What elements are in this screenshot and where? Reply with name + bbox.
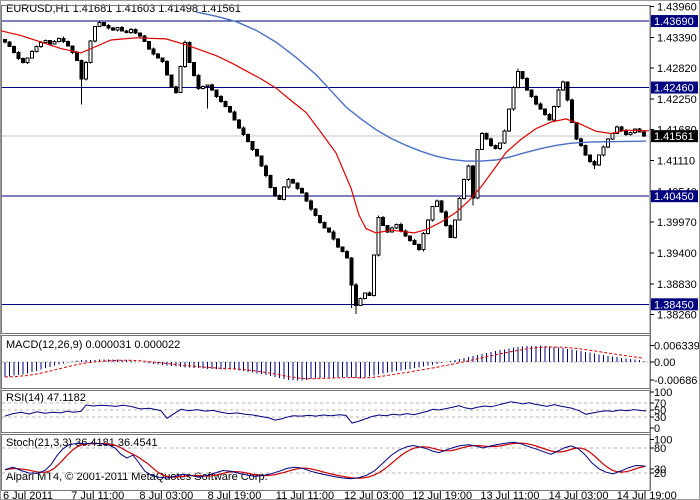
price-tick-label: 1.39970	[657, 217, 697, 229]
copyright-text: Alpari MT4, © 2001-2011 MetaQuotes Softw…	[6, 471, 268, 483]
time-axis[interactable]: 6 Jul 2011 7 Jul 11:00 8 Jul 03:00 8 Jul 19…	[3, 490, 677, 500]
price-tick-label: 1.40540	[657, 186, 697, 198]
stoch-indicator-label: Stoch(21,3,3) 36.4181 36.4541	[6, 437, 158, 449]
current-price-badge	[651, 130, 698, 143]
rsi-layer	[2, 401, 649, 424]
moving-averages	[1, 11, 650, 234]
stoch-tick-label: 30	[654, 464, 666, 476]
rsi-tick-label: 70	[654, 398, 666, 410]
hline-price-badge	[651, 81, 698, 94]
price-tick-label: 1.42250	[657, 94, 697, 106]
hline-price-badge	[651, 190, 698, 203]
macd-tick-label: 0.006339	[654, 341, 700, 353]
price-tick-label: 1.43960	[657, 1, 697, 13]
time-axis-label: 12 Jul 19:00	[412, 490, 472, 500]
time-axis-label: 7 Jul 11:00	[71, 490, 124, 500]
time-axis-label: 6 Jul 2011	[3, 490, 53, 500]
macd-tick-label: 0.00	[654, 357, 675, 369]
hline-price-badge-label: 1.38450	[654, 299, 694, 311]
stoch-tick-label: 100	[654, 435, 672, 447]
price-tick-label: 1.38260	[657, 310, 697, 322]
hline-price-badge-label: 1.40450	[654, 191, 694, 203]
time-axis-label: 13 Jul 11:00	[480, 490, 539, 500]
price-tick-label: 1.41680	[657, 125, 697, 137]
rsi-indicator-label: RSI(14) 47.1182	[6, 392, 86, 404]
macd-tick-label: -0.00686	[654, 375, 697, 387]
rsi-panel	[1, 390, 651, 433]
hline-price-badge-label: 1.42460	[654, 83, 694, 95]
hline-price-badge	[651, 298, 698, 311]
price-tick-label: 1.42820	[657, 63, 697, 75]
rsi-tick-label: 30	[654, 412, 666, 424]
rsi-tick-label: 100	[654, 387, 672, 399]
current-price-badge-label: 1.41561	[654, 131, 694, 143]
price-tick-label: 1.41110	[657, 156, 695, 168]
price-axis[interactable]: 1.43960 1.43390 1.42820 1.42250 1.41680 1.411…	[650, 1, 700, 480]
hline-price-badge	[651, 15, 698, 28]
time-axis-label: 12 Jul 03:00	[344, 490, 404, 500]
time-axis-label: 14 Jul 19:00	[617, 490, 677, 500]
stoch-tick-label: 80	[654, 443, 666, 455]
price-tick-label: 1.39400	[657, 248, 697, 260]
price-tick-label: 1.43390	[657, 32, 697, 44]
panel-frames	[1, 5, 651, 491]
time-axis-label: 8 Jul 03:00	[139, 490, 193, 500]
hline-price-badge-label: 1.43690	[654, 16, 694, 28]
price-hlines	[2, 20, 649, 305]
rsi-tick-label: 50	[654, 405, 666, 417]
time-axis-label: 11 Jul 11:00	[276, 490, 334, 500]
chart-title: EURUSD,H1 1.41681 1.41603 1.41498 1.4156…	[6, 3, 241, 15]
time-axis-label: 8 Jul 19:00	[208, 490, 262, 500]
candles-layer	[3, 21, 646, 315]
price-tick-label: 1.38830	[657, 279, 697, 291]
time-axis-label: 14 Jul 03:00	[549, 490, 609, 500]
rsi-tick-label: 0	[654, 423, 660, 435]
main-chart-panel	[1, 5, 651, 334]
stoch-tick-label: 20	[654, 468, 666, 480]
macd-indicator-label: MACD(12,26,9) 0.000031 0.000022	[6, 339, 181, 351]
